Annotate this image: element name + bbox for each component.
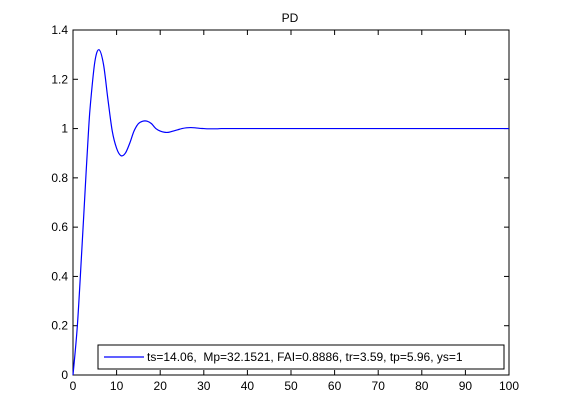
chart-title: PD (282, 11, 299, 25)
x-tick-label: 90 (459, 379, 473, 393)
x-tick-label: 20 (154, 379, 168, 393)
x-tick-label: 60 (328, 379, 342, 393)
x-tick-label: 0 (70, 379, 77, 393)
x-tick-label: 50 (284, 379, 298, 393)
y-tick-label: 0.8 (51, 171, 68, 185)
x-tick-label: 10 (110, 379, 124, 393)
legend-label: ts=14.06, Mp=32.1521, FAI=0.8886, tr=3.5… (147, 350, 463, 364)
plot-area (72, 29, 510, 376)
x-tick-label: 100 (499, 379, 519, 393)
x-tick-label: 40 (241, 379, 255, 393)
series-layer (72, 49, 509, 376)
y-tick-label: 0.4 (51, 269, 68, 283)
y-tick-label: 1 (61, 122, 68, 136)
legend: ts=14.06, Mp=32.1521, FAI=0.8886, tr=3.5… (97, 344, 505, 370)
x-tick-label: 30 (197, 379, 211, 393)
y-tick-label: 0.6 (51, 220, 68, 234)
legend-box (97, 344, 505, 370)
axis-ticks: 0 10 20 30 40 50 60 70 80 90 100 0 0.2 0.4 0.6 0.8 1 1.2 1… (51, 23, 519, 393)
y-tick-label: 1.2 (51, 72, 68, 86)
series-line (72, 49, 509, 376)
x-tick-label: 80 (415, 379, 429, 393)
y-tick-label: 1.4 (51, 23, 68, 37)
y-tick-label: 0 (61, 368, 68, 382)
x-tick-label: 70 (372, 379, 386, 393)
y-tick-label: 0.2 (51, 319, 68, 333)
